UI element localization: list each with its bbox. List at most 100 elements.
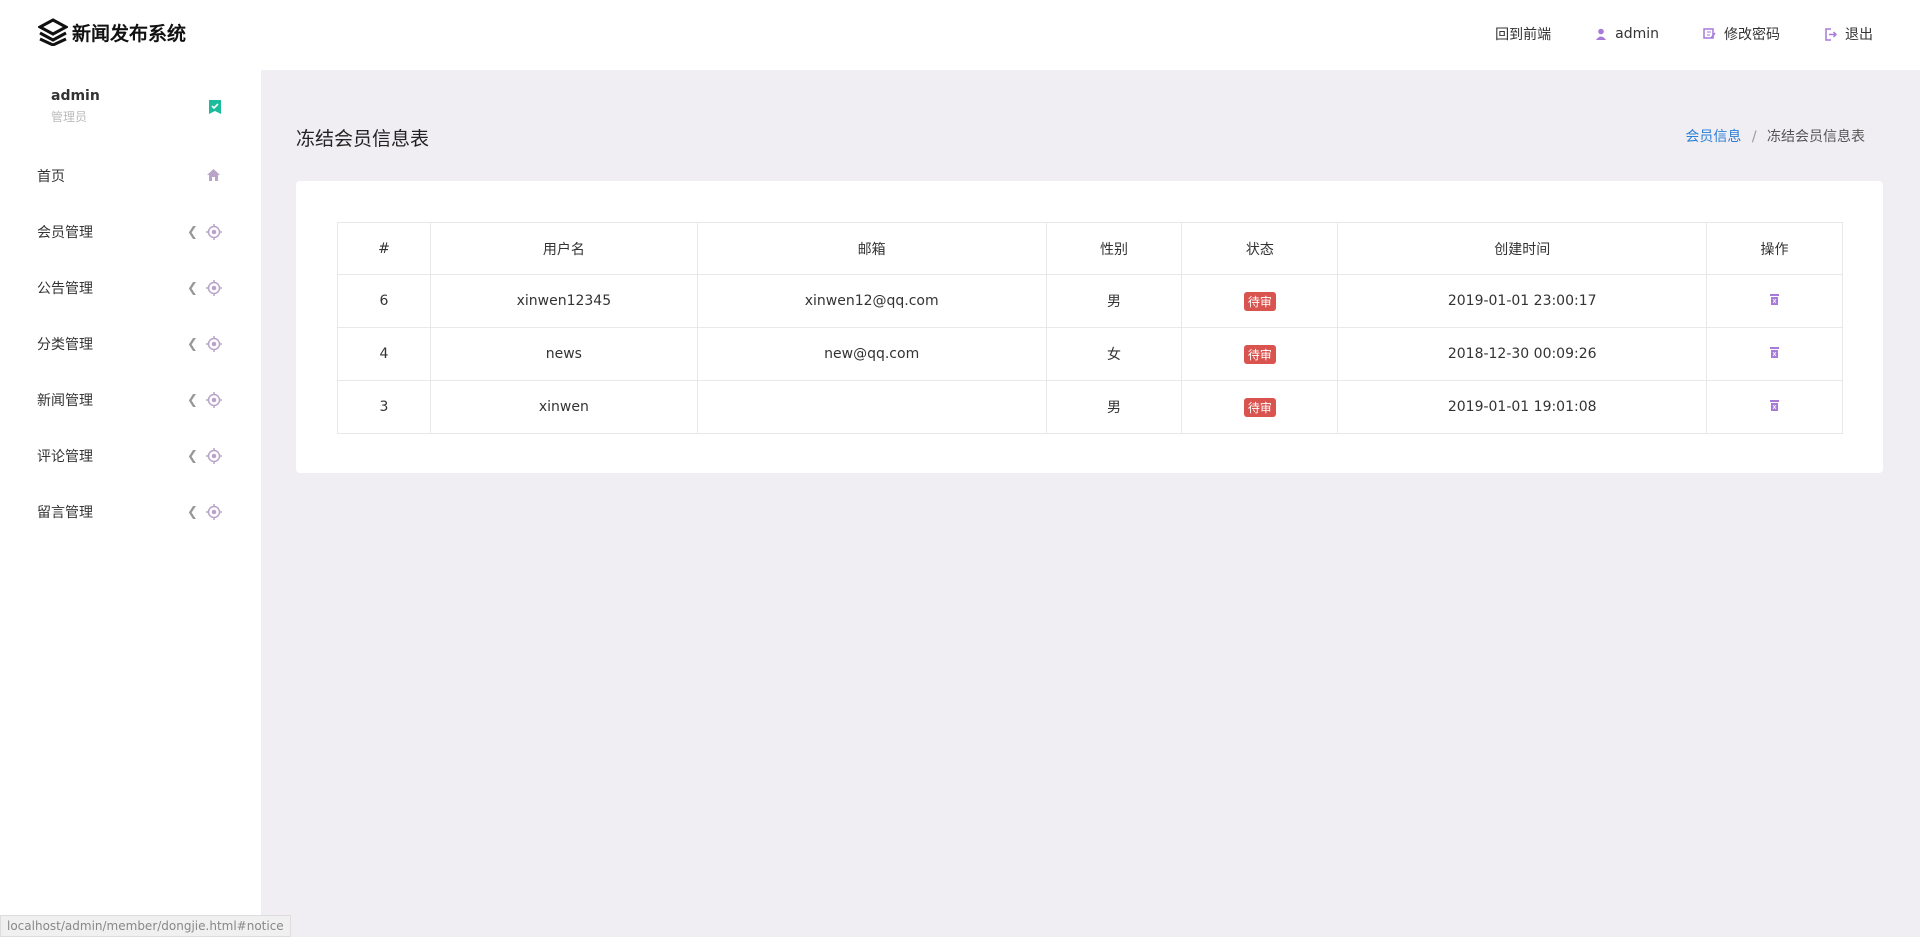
cell-gender-text: 男 <box>1107 294 1122 310</box>
sidebar-item-news[interactable]: 新闻管理 ❮ <box>0 372 261 428</box>
sidebar-menu: 首页 会员管理 ❮ 公告管理 ❮ 分类管理 ❮ 新闻管理 ❮ 评论管理 ❮ 留言管理 ❮ <box>0 148 261 540</box>
cell-actions <box>1706 274 1843 328</box>
chevron-left-icon: ❮ <box>187 392 198 408</box>
cell-username-text: news <box>545 346 582 362</box>
sidebar-item-categories[interactable]: 分类管理 ❮ <box>0 316 261 372</box>
table-row: 6 xinwen12345 xinwen12@qq.com 男 待审 2019-01-01… <box>337 274 1843 328</box>
nav-label: 修改密码 <box>1724 27 1780 43</box>
cell-gender: 女 <box>1045 327 1183 381</box>
edit-icon <box>1703 28 1716 39</box>
cell-id: 3 <box>337 380 431 434</box>
status-badge: 待审 <box>1243 291 1276 311</box>
nav-label: 回到前端 <box>1495 27 1552 43</box>
sidebar-item-label: 会员管理 <box>37 225 93 241</box>
delete-icon[interactable] <box>1770 347 1780 358</box>
sidebar-item-members[interactable]: 会员管理 ❮ <box>0 204 261 260</box>
chevron-left-icon: ❮ <box>187 504 198 520</box>
cell-email: new@qq.com <box>696 327 1047 381</box>
cell-email-text: new@qq.com <box>824 346 920 362</box>
cell-username-text: xinwen12345 <box>516 293 612 309</box>
sidebar-item-home[interactable]: 首页 <box>0 148 261 204</box>
sidebar-item-comments[interactable]: 评论管理 ❮ <box>0 428 261 484</box>
chevron-left-icon: ❮ <box>187 280 198 296</box>
target-icon <box>206 336 222 352</box>
table-row: 4 news new@qq.com 女 待审 2018-12-30 00:09:26 <box>337 327 1843 381</box>
user-role: 管理员 <box>51 110 88 124</box>
target-icon <box>206 448 222 464</box>
page-title: 冻结会员信息表 <box>296 128 430 150</box>
cell-username: xinwen <box>429 380 698 434</box>
cell-username-text: xinwen <box>538 399 589 415</box>
column-header: 邮箱 <box>696 222 1047 275</box>
cell-email-text: xinwen12@qq.com <box>804 293 939 309</box>
sidebar-item-label: 留言管理 <box>37 505 93 521</box>
table-header-row: # 用户名 邮箱 性别 状态 创建时间 操作 <box>337 222 1843 275</box>
verified-badge-icon <box>209 100 221 114</box>
sidebar: admin 管理员 首页 会员管理 ❮ 公告管理 ❮ 分类管理 ❮ 新闻管理 ❮ 评论管… <box>0 70 261 937</box>
cell-gender-text: 男 <box>1107 400 1122 416</box>
sidebar-item-label: 分类管理 <box>37 337 93 353</box>
user-panel: admin 管理员 <box>51 88 100 125</box>
delete-icon[interactable] <box>1770 400 1780 411</box>
delete-icon[interactable] <box>1770 294 1780 305</box>
nav-label: admin <box>1615 26 1659 42</box>
cell-created: 2019-01-01 23:00:17 <box>1337 274 1708 328</box>
column-header: 操作 <box>1706 222 1843 275</box>
target-icon <box>206 504 222 520</box>
sidebar-item-label: 公告管理 <box>37 281 93 297</box>
breadcrumb: 会员信息 / 冻结会员信息表 <box>1685 126 1865 146</box>
column-header: 状态 <box>1181 222 1339 275</box>
breadcrumb-current: 冻结会员信息表 <box>1767 129 1865 145</box>
sidebar-item-label: 首页 <box>37 169 65 185</box>
cell-status: 待审 <box>1181 327 1339 381</box>
status-badge: 待审 <box>1243 397 1276 417</box>
cell-email: xinwen12@qq.com <box>696 274 1047 328</box>
sidebar-item-messages[interactable]: 留言管理 ❮ <box>0 484 261 540</box>
cell-created-text: 2019-01-01 19:01:08 <box>1447 399 1597 415</box>
cell-username: xinwen12345 <box>429 274 698 328</box>
cell-username: news <box>429 327 698 381</box>
cell-created-text: 2019-01-01 23:00:17 <box>1447 293 1597 309</box>
cell-gender: 男 <box>1045 274 1183 328</box>
cell-id: 4 <box>337 327 431 381</box>
table-card: # 用户名 邮箱 性别 状态 创建时间 操作 6 xinwen12345 xinwe… <box>296 181 1883 473</box>
cell-status: 待审 <box>1181 274 1339 328</box>
target-icon <box>206 280 222 296</box>
home-icon <box>207 169 220 181</box>
logout-icon <box>1825 27 1837 41</box>
cell-actions <box>1706 327 1843 381</box>
chevron-left-icon: ❮ <box>187 336 198 352</box>
user-name: admin <box>51 88 100 104</box>
cell-gender: 男 <box>1045 380 1183 434</box>
breadcrumb-separator: / <box>1751 129 1757 145</box>
change-password-link[interactable]: 修改密码 <box>1703 24 1780 44</box>
header-nav: 回到前端 admin 修改密码 退出 <box>1495 24 1873 44</box>
logout-link[interactable]: 退出 <box>1824 24 1873 44</box>
user-icon <box>1596 28 1607 40</box>
cell-created-text: 2018-12-30 00:09:26 <box>1447 346 1597 362</box>
sidebar-item-label: 评论管理 <box>37 449 93 465</box>
chevron-left-icon: ❮ <box>187 224 198 240</box>
column-header: 性别 <box>1045 222 1183 275</box>
cell-id: 6 <box>337 274 431 328</box>
cell-id-text: 3 <box>379 399 389 415</box>
table-row: 3 xinwen 男 待审 2019-01-01 19:01:08 <box>337 380 1843 434</box>
logo[interactable]: 新闻发布系统 <box>38 18 186 46</box>
app-title: 新闻发布系统 <box>72 22 187 45</box>
user-link[interactable]: admin <box>1595 24 1659 44</box>
target-icon <box>206 224 222 240</box>
column-header: 用户名 <box>429 222 698 275</box>
cell-created: 2019-01-01 19:01:08 <box>1337 380 1708 434</box>
sidebar-item-label: 新闻管理 <box>37 393 93 409</box>
chevron-left-icon: ❮ <box>187 448 198 464</box>
sidebar-item-notices[interactable]: 公告管理 ❮ <box>0 260 261 316</box>
nav-label: 退出 <box>1845 27 1873 43</box>
layers-icon <box>38 18 68 46</box>
cell-email <box>696 380 1047 434</box>
top-header: 新闻发布系统 回到前端 admin 修改密码 退出 <box>0 0 1920 70</box>
cell-id-text: 4 <box>379 346 389 362</box>
column-header: # <box>337 222 431 275</box>
breadcrumb-parent-link[interactable]: 会员信息 <box>1685 129 1742 145</box>
cell-status: 待审 <box>1181 380 1339 434</box>
back-to-frontend-link[interactable]: 回到前端 <box>1495 24 1551 44</box>
